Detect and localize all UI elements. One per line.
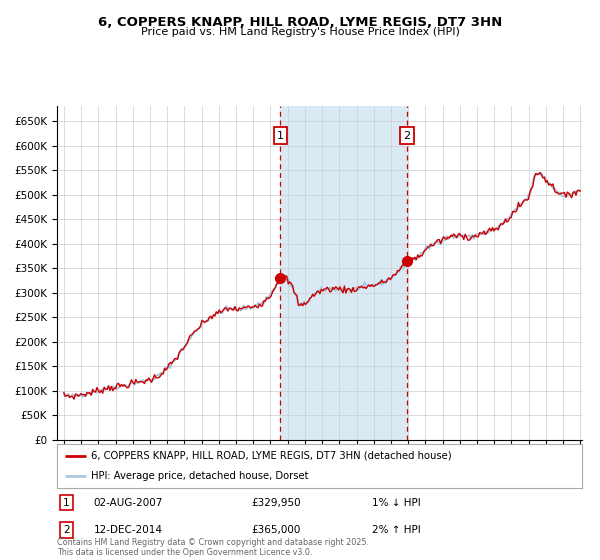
Text: 6, COPPERS KNAPP, HILL ROAD, LYME REGIS, DT7 3HN (detached house): 6, COPPERS KNAPP, HILL ROAD, LYME REGIS,… bbox=[91, 451, 452, 461]
Text: 2: 2 bbox=[63, 525, 70, 535]
Text: Contains HM Land Registry data © Crown copyright and database right 2025.
This d: Contains HM Land Registry data © Crown c… bbox=[57, 538, 369, 557]
Text: Price paid vs. HM Land Registry's House Price Index (HPI): Price paid vs. HM Land Registry's House … bbox=[140, 27, 460, 37]
Text: £329,950: £329,950 bbox=[251, 498, 301, 507]
Text: 2% ↑ HPI: 2% ↑ HPI bbox=[372, 525, 421, 535]
Text: 02-AUG-2007: 02-AUG-2007 bbox=[94, 498, 163, 507]
Text: £365,000: £365,000 bbox=[251, 525, 301, 535]
Text: 2: 2 bbox=[404, 131, 410, 141]
Text: 1: 1 bbox=[63, 498, 70, 507]
Text: 12-DEC-2014: 12-DEC-2014 bbox=[94, 525, 163, 535]
Text: HPI: Average price, detached house, Dorset: HPI: Average price, detached house, Dors… bbox=[91, 471, 308, 481]
Text: 1% ↓ HPI: 1% ↓ HPI bbox=[372, 498, 421, 507]
Bar bbox=[280, 106, 407, 440]
Text: 6, COPPERS KNAPP, HILL ROAD, LYME REGIS, DT7 3HN: 6, COPPERS KNAPP, HILL ROAD, LYME REGIS,… bbox=[98, 16, 502, 29]
Text: 1: 1 bbox=[277, 131, 284, 141]
